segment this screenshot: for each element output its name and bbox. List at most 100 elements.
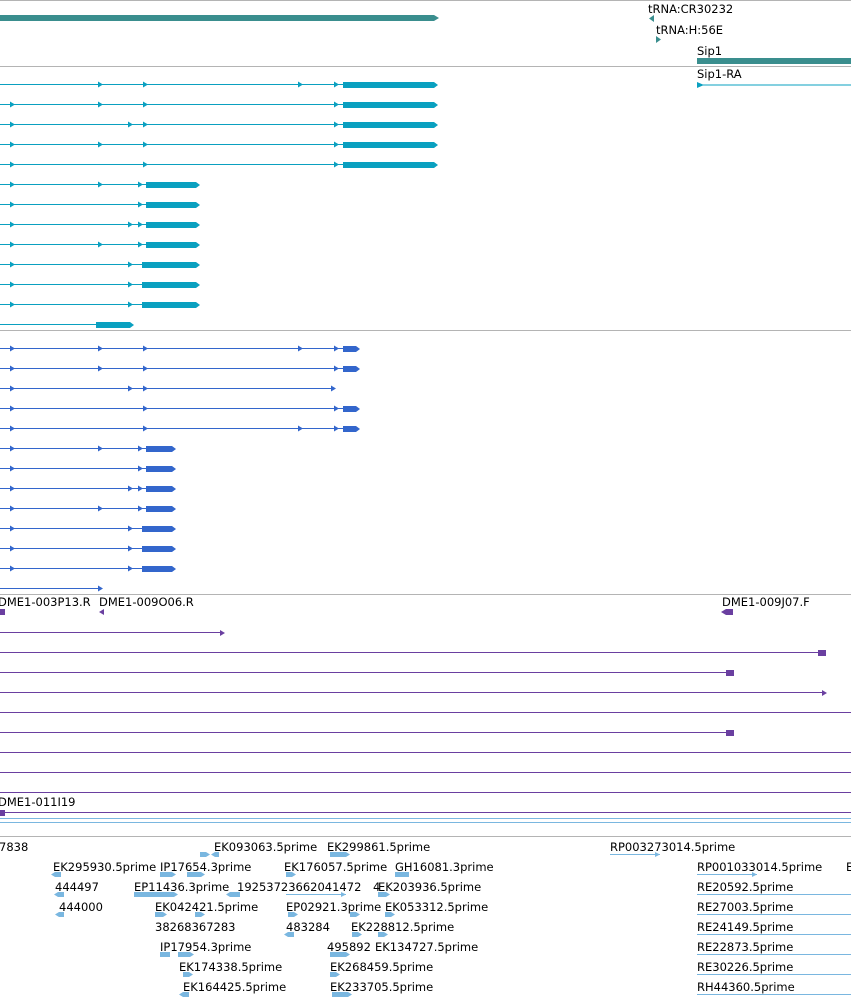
clone-end-marker[interactable] [0,609,5,615]
est-feature[interactable] [54,892,64,897]
est-label[interactable]: EK228812.5prime [351,920,454,934]
est-feature[interactable] [350,912,360,917]
est-label[interactable]: EK042421.5prime [155,900,258,914]
est-feature[interactable] [378,892,390,897]
cds-transcript[interactable] [0,365,360,373]
cds-transcript[interactable] [0,505,176,513]
est-label[interactable]: IP17654.3prime [160,860,251,874]
transcript[interactable] [0,301,200,309]
cds-transcript[interactable] [0,465,176,473]
clone-line[interactable] [0,630,225,636]
est-feature[interactable] [187,872,205,877]
est-label[interactable]: EK233705.5prime [330,980,433,994]
clone-line[interactable] [0,670,734,676]
transcript[interactable] [0,101,438,109]
cds-transcript[interactable] [0,445,176,453]
est-label[interactable]: RE20592.5prime [697,880,793,894]
est-label[interactable]: GH16081.3prime [395,860,494,874]
transcript[interactable] [0,121,438,129]
est-feature[interactable] [55,912,64,917]
est-label[interactable]: RE24149.5prime [697,920,793,934]
est-feature[interactable] [330,972,340,977]
est-label[interactable]: 38268367283 [155,920,235,934]
est-feature[interactable] [330,952,350,957]
est-feature[interactable] [178,952,194,957]
gene-label-Sip1[interactable]: Sip1 [697,44,722,58]
transcript-Sip1-RA[interactable] [697,82,851,88]
transcript[interactable] [0,161,438,169]
est-label[interactable]: EK268459.5prime [330,960,433,974]
est-feature[interactable] [155,912,167,917]
est-label[interactable]: EK093063.5prime [214,840,317,854]
clone-end-marker[interactable] [0,810,851,816]
est-label[interactable]: 7838 [0,840,28,854]
transcript[interactable] [0,241,200,249]
cds-transcript[interactable] [0,525,176,533]
transcript[interactable] [0,281,200,289]
est-label[interactable]: RP001033014.5prime [697,860,822,874]
est-label[interactable]: RE27003.5prime [697,900,793,914]
est-feature[interactable] [211,852,219,857]
clone-line[interactable] [0,730,734,736]
est-feature[interactable] [288,912,298,917]
est-label[interactable]: RP003273014.5prime [610,840,735,854]
est-label[interactable]: RE22873.5prime [697,940,793,954]
est-feature[interactable] [286,892,346,897]
cds-transcript[interactable] [0,385,336,392]
est-feature[interactable] [160,872,176,877]
transcript[interactable] [0,81,438,89]
clone-label-DME1-011I19[interactable]: DME1-011I19 [0,795,76,809]
est-label[interactable]: EK053312.5prime [385,900,488,914]
cds-transcript[interactable] [0,405,360,413]
est-label[interactable]: EK176057.5prime [284,860,387,874]
est-label[interactable]: 483284 [286,920,330,934]
cds-transcript[interactable] [0,345,360,353]
transcript[interactable] [0,141,438,149]
est-label[interactable]: EK295930.5prime [53,860,156,874]
cds-transcript[interactable] [0,565,176,573]
est-label[interactable]: EK203936.5prime [378,880,481,894]
transcript[interactable] [0,261,200,269]
clone-label-DME1-009J07-F[interactable]: DME1-009J07.F [722,595,810,609]
gene-arrow-tRNA-CR30232[interactable] [649,15,654,22]
est-feature[interactable] [610,852,660,857]
est-label[interactable]: EK174338.5prime [179,960,282,974]
est-feature[interactable] [395,872,409,877]
est-feature[interactable] [284,932,294,937]
cds-transcript[interactable] [0,545,176,553]
cds-transcript[interactable] [0,425,360,433]
gene-feature-Sip1[interactable] [697,58,851,64]
cds-transcript[interactable] [0,585,103,592]
est-feature[interactable] [697,872,757,877]
transcript[interactable] [0,201,200,209]
est-label[interactable]: 4 [373,880,380,894]
clone-end-arrow[interactable] [99,609,104,615]
est-feature[interactable] [183,972,193,977]
est-label[interactable]: 444000 [59,900,103,914]
est-feature[interactable] [286,872,296,877]
est-feature[interactable] [332,992,352,997]
transcript[interactable] [0,221,200,229]
cds-transcript[interactable] [0,485,176,493]
est-label[interactable]: EK164425.5prime [183,980,286,994]
est-label[interactable]: EP11436.3prime [134,880,229,894]
transcript-label-Sip1-RA[interactable]: Sip1-RA [697,67,742,81]
est-feature[interactable] [160,952,170,957]
est-feature[interactable] [385,912,395,917]
est-label[interactable]: IP17954.3prime [160,940,251,954]
est-label[interactable]: RE30226.5prime [697,960,793,974]
gene-arrow-tRNA-H-56E[interactable] [656,36,661,43]
est-feature[interactable] [195,912,205,917]
est-feature[interactable] [226,892,240,897]
clone-line[interactable] [0,650,826,656]
gene-label-tRNA-H-56E[interactable]: tRNA:H:56E [656,23,723,37]
est-label[interactable]: EK134727.5prime [375,940,478,954]
gene-label-tRNA-CR30232[interactable]: tRNA:CR30232 [648,2,733,16]
est-label[interactable]: 19253723662041472 [237,880,361,894]
est-label[interactable]: RH44360.5prime [697,980,795,994]
transcript[interactable] [0,322,134,328]
clone-label-DME1-003P13-R[interactable]: DME1-003P13.R [0,595,91,609]
clone-label-DME1-009O06-R[interactable]: DME1-009O06.R [99,595,194,609]
est-feature[interactable] [134,892,178,897]
est-feature[interactable] [179,992,189,997]
